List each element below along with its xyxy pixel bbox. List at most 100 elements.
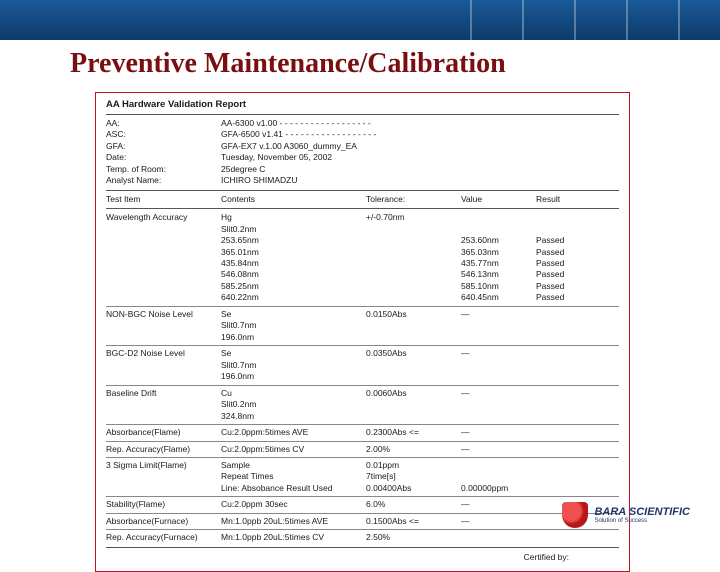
cell-result — [536, 360, 619, 371]
cell-value — [461, 371, 536, 382]
table-row: 324.8nm — [106, 411, 619, 422]
cell-contents: 253.65nm — [221, 235, 366, 246]
cell-tolerance — [366, 224, 461, 235]
row-separator — [106, 529, 619, 530]
cell-result — [536, 399, 619, 410]
col-test-item: Test Item — [106, 194, 221, 205]
cell-result — [536, 483, 619, 494]
cell-tolerance: 2.00% — [366, 444, 461, 455]
header-label: AA: — [106, 118, 221, 129]
table-row: 365.01nm365.03nmPassed — [106, 247, 619, 258]
cell-tolerance — [366, 247, 461, 258]
brand-name-text: BARA SCIENTIFIC — [594, 506, 690, 518]
cell-test-item — [106, 320, 221, 331]
cell-contents: Slit0.2nm — [221, 224, 366, 235]
cell-value: — — [461, 516, 536, 527]
cell-contents: Cu:2.0ppm:5times AVE — [221, 427, 366, 438]
brand-logo: BARA SCIENTIFIC Solution of Success — [562, 502, 690, 528]
cell-tolerance: 2.50% — [366, 532, 461, 543]
report-heading: AA Hardware Validation Report — [106, 99, 619, 115]
table-row: Absorbance(Flame)Cu:2.0ppm:5times AVE0.2… — [106, 427, 619, 438]
table-row: Wavelength AccuracyHg+/-0.70nm — [106, 212, 619, 223]
cell-result — [536, 320, 619, 331]
cell-result: Passed — [536, 247, 619, 258]
cell-tolerance — [366, 269, 461, 280]
col-contents: Contents — [221, 194, 366, 205]
brand-tagline: Solution of Success — [594, 518, 690, 524]
cell-value — [461, 460, 536, 471]
cell-value — [461, 411, 536, 422]
cell-result: Passed — [536, 292, 619, 303]
cell-value: — — [461, 499, 536, 510]
cell-contents: Se — [221, 348, 366, 359]
table-row: Slit0.7nm — [106, 320, 619, 331]
cell-test-item — [106, 247, 221, 258]
cell-test-item — [106, 471, 221, 482]
cell-value: — — [461, 388, 536, 399]
cell-result — [536, 371, 619, 382]
cell-tolerance — [366, 399, 461, 410]
cell-value: 640.45nm — [461, 292, 536, 303]
cell-contents: 196.0nm — [221, 332, 366, 343]
cell-contents: 365.01nm — [221, 247, 366, 258]
cell-result: Passed — [536, 269, 619, 280]
cell-result — [536, 388, 619, 399]
cell-contents: Mn:1.0ppb 20uL:5times AVE — [221, 516, 366, 527]
table-row: Repeat Times7time[s] — [106, 471, 619, 482]
cell-test-item — [106, 292, 221, 303]
row-separator — [106, 385, 619, 386]
header-value: GFA-EX7 v.1.00 A3060_dummy_EA — [221, 141, 619, 152]
cell-result — [536, 411, 619, 422]
cell-contents: 196.0nm — [221, 371, 366, 382]
table-row: 640.22nm640.45nmPassed — [106, 292, 619, 303]
row-separator — [106, 441, 619, 442]
cell-result: Passed — [536, 235, 619, 246]
separator — [106, 547, 619, 548]
header-label: GFA: — [106, 141, 221, 152]
cell-result — [536, 471, 619, 482]
header-label: ASC: — [106, 129, 221, 140]
cell-test-item: Stability(Flame) — [106, 499, 221, 510]
cell-value: 435.77nm — [461, 258, 536, 269]
cell-contents: 546.08nm — [221, 269, 366, 280]
header-row: ASC:GFA-6500 v1.41 - - - - - - - - - - -… — [106, 129, 619, 140]
cell-result — [536, 427, 619, 438]
header-label: Date: — [106, 152, 221, 163]
header-row: GFA:GFA-EX7 v.1.00 A3060_dummy_EA — [106, 141, 619, 152]
cell-contents: Mn:1.0ppb 20uL:5times CV — [221, 532, 366, 543]
cell-tolerance: 7time[s] — [366, 471, 461, 482]
cell-value: — — [461, 427, 536, 438]
cell-tolerance — [366, 360, 461, 371]
cell-result — [536, 348, 619, 359]
cell-test-item — [106, 269, 221, 280]
table-row: 253.65nm253.60nmPassed — [106, 235, 619, 246]
cell-value: 585.10nm — [461, 281, 536, 292]
cell-test-item — [106, 332, 221, 343]
cell-contents: Line: Absobance Result Used — [221, 483, 366, 494]
cell-result — [536, 332, 619, 343]
cell-tolerance — [366, 258, 461, 269]
slide-title: Preventive Maintenance/Calibration — [0, 40, 720, 92]
table-row: Line: Absobance Result Used0.00400Abs0.0… — [106, 483, 619, 494]
table-row: Rep. Accuracy(Furnace)Mn:1.0ppb 20uL:5ti… — [106, 532, 619, 543]
cell-tolerance: 0.2300Abs <= — [366, 427, 461, 438]
header-value: GFA-6500 v1.41 - - - - - - - - - - - - -… — [221, 129, 619, 140]
cell-value — [461, 332, 536, 343]
cell-contents: Slit0.2nm — [221, 399, 366, 410]
header-row: AA:AA-6300 v1.00 - - - - - - - - - - - -… — [106, 118, 619, 129]
cell-value — [461, 224, 536, 235]
cell-contents: Se — [221, 309, 366, 320]
col-result: Result — [536, 194, 619, 205]
cell-value — [461, 360, 536, 371]
cell-value: — — [461, 348, 536, 359]
cell-result — [536, 532, 619, 543]
cell-contents: Hg — [221, 212, 366, 223]
table-row: Baseline DriftCu0.0060Abs— — [106, 388, 619, 399]
cell-contents: 435.84nm — [221, 258, 366, 269]
header-label: Temp. of Room: — [106, 164, 221, 175]
header-row: Analyst Name:ICHIRO SHIMADZU — [106, 175, 619, 186]
cell-value — [461, 532, 536, 543]
table-row: 435.84nm435.77nmPassed — [106, 258, 619, 269]
cell-test-item — [106, 411, 221, 422]
cell-value: — — [461, 444, 536, 455]
